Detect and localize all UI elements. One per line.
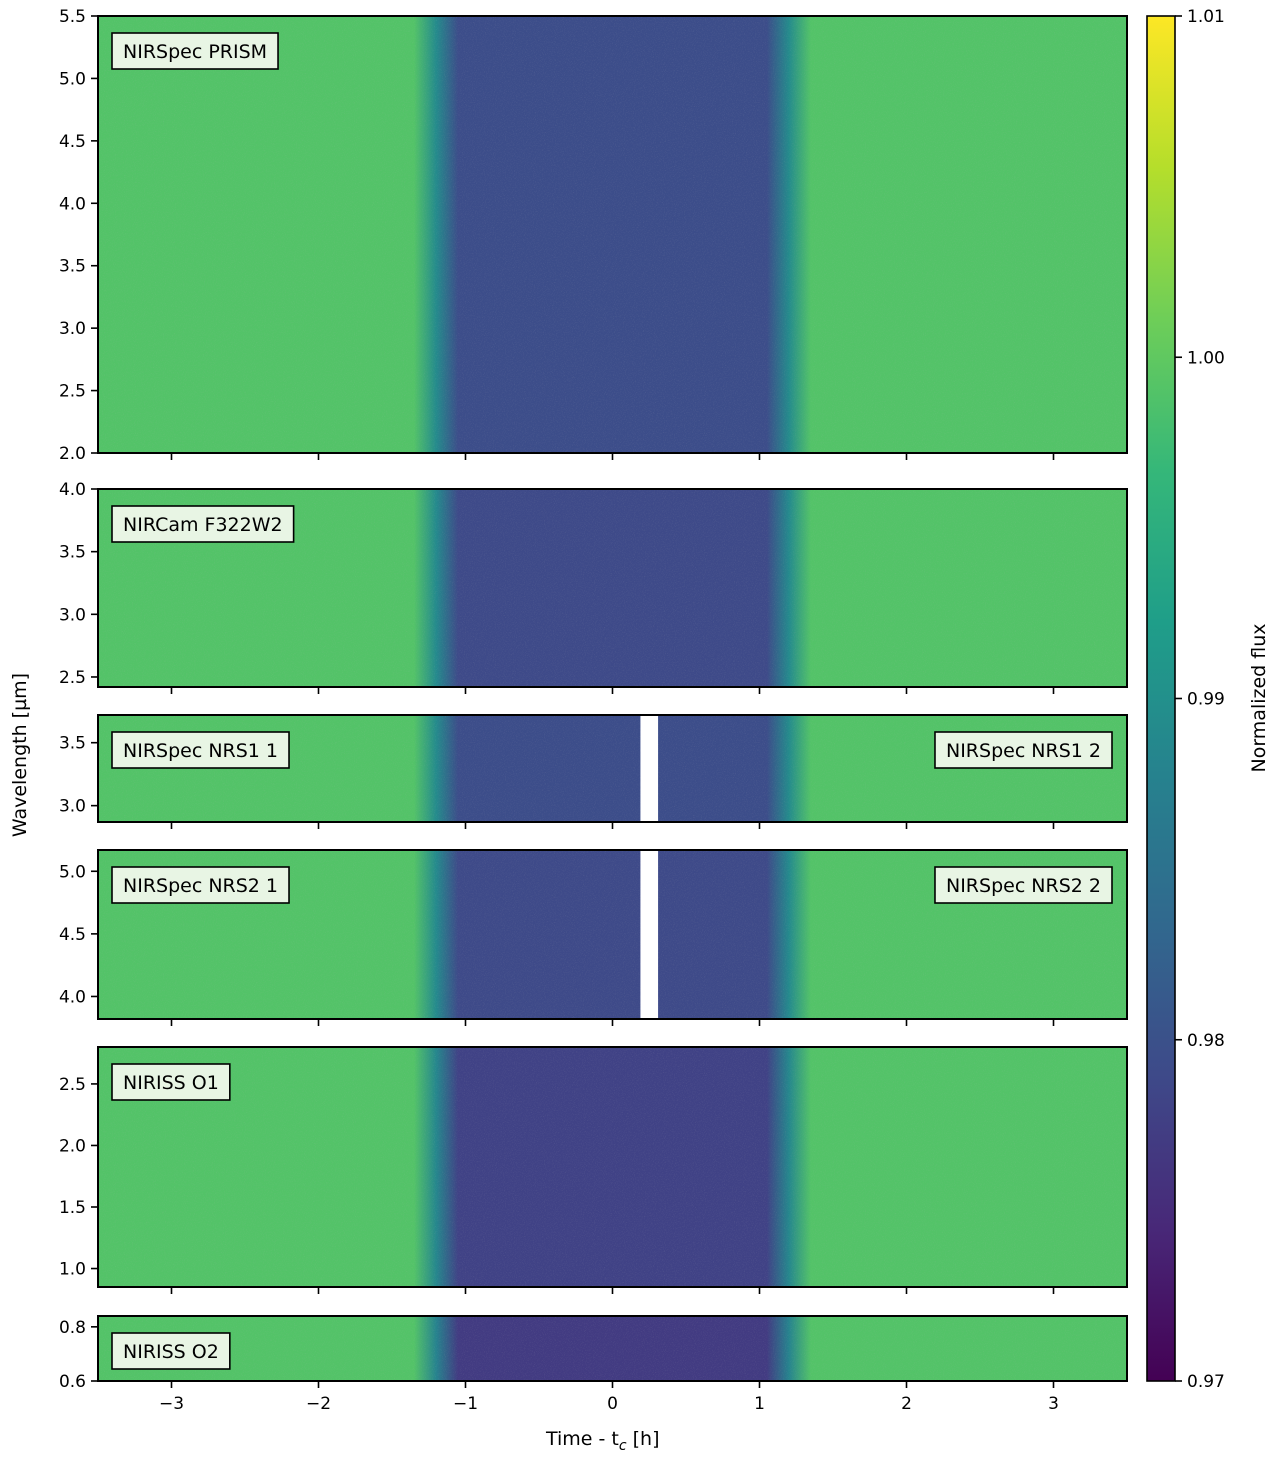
panel-label-text: NIRSpec NRS2 1: [123, 875, 278, 897]
panel-label: NIRSpec PRISM: [111, 32, 279, 70]
y-tick-label: 2.0: [59, 1136, 86, 1156]
colorbar-bar: [1146, 15, 1176, 1382]
y-tick-label: 0.6: [59, 1372, 86, 1392]
colorbar-tick-label: 1.01: [1187, 7, 1225, 27]
panels: 2.0 2.5 3.0 3.5 4.0 4.5 5.0 5.5 NIRSpec PRISM 2.5…: [59, 7, 1128, 1414]
y-tick-label: 4.0: [59, 194, 86, 214]
panel-label-right-text: NIRSpec NRS1 2: [946, 740, 1101, 762]
panel-label: NIRCam F322W2: [111, 505, 295, 543]
panel-label-text: NIRISS O2: [123, 1341, 219, 1363]
panel-label: NIRISS O1: [111, 1063, 231, 1101]
data-gap: [640, 715, 659, 822]
panel-label-box: [111, 32, 279, 70]
y-tick-label: 2.0: [59, 444, 86, 464]
x-tick-label: −3: [159, 1394, 184, 1414]
colorbar-label: Normalized flux: [1248, 623, 1270, 773]
panel-label-right-box: [934, 866, 1113, 904]
colorbar-tick-label: 0.99: [1187, 690, 1225, 710]
panel-label-text: NIRSpec NRS1 1: [123, 740, 278, 762]
y-tick-label: 4.5: [59, 132, 86, 152]
panel-3: 3.0 3.5 NIRSpec NRS1 1 NIRSpec NRS1 2: [59, 714, 1128, 829]
panel-label: NIRSpec NRS2 1: [111, 866, 290, 904]
colorbar-tick-label: 0.98: [1187, 1031, 1225, 1051]
colorbar: 1.01 1.00 0.99 0.98 0.97: [1146, 7, 1225, 1392]
panel-label-box: [111, 866, 290, 904]
y-tick-label: 1.5: [59, 1198, 86, 1218]
y-tick-label: 3.0: [59, 605, 86, 625]
panel-label-text: NIRSpec PRISM: [123, 41, 267, 63]
panel-label-right-box: [934, 731, 1113, 769]
panel-label: NIRSpec NRS1 1: [111, 731, 290, 769]
y-tick-label: 0.8: [59, 1318, 86, 1338]
heatmap-noise: [98, 1047, 1127, 1287]
panel-label-right: NIRSpec NRS1 2: [934, 731, 1113, 769]
panel-5: 1.0 1.5 2.0 2.5 NIRISS O1: [59, 1046, 1128, 1294]
x-axis-label: Time - tc [h]: [546, 1428, 660, 1454]
panel-label: NIRISS O2: [111, 1332, 231, 1370]
panel-label-box: [111, 1063, 231, 1101]
y-tick-label: 3.5: [59, 543, 86, 563]
y-tick-label: 5.0: [59, 69, 86, 89]
x-tick-label: 2: [901, 1394, 912, 1414]
panel-6: 0.6 0.8 −3 −2 −1 0 1 2 3 NIRISS O2: [59, 1315, 1128, 1414]
y-tick-label: 2.5: [59, 1075, 86, 1095]
y-tick-label: 5.0: [59, 862, 86, 882]
x-tick-label: 0: [607, 1394, 618, 1414]
colorbar-tick-label: 0.97: [1187, 1372, 1225, 1392]
y-tick-label: 3.0: [59, 319, 86, 339]
panel-4: 4.0 4.5 5.0 NIRSpec NRS2 1 NIRSpec NRS2 2: [59, 849, 1128, 1026]
panel-label-right: NIRSpec NRS2 2: [934, 866, 1113, 904]
heatmap-noise: [98, 16, 1127, 453]
x-tick-label: 3: [1048, 1394, 1059, 1414]
y-tick-label: 4.0: [59, 987, 86, 1007]
data-gap: [640, 850, 659, 1019]
y-tick-label: 1.0: [59, 1260, 86, 1280]
y-tick-label: 4.0: [59, 480, 86, 500]
panel-label-right-text: NIRSpec NRS2 2: [946, 875, 1101, 897]
panel-label-box: [111, 1332, 231, 1370]
panel-2: 2.5 3.0 3.5 4.0 NIRCam F322W2: [59, 480, 1128, 694]
x-tick-label: 1: [754, 1394, 765, 1414]
heatmap-noise: [98, 1316, 1127, 1381]
colorbar-tick-label: 1.00: [1187, 348, 1225, 368]
x-tick-label: −2: [306, 1394, 331, 1414]
y-tick-label: 2.5: [59, 668, 86, 688]
y-tick-label: 3.0: [59, 797, 86, 817]
panel-label-text: NIRISS O1: [123, 1072, 219, 1094]
y-axis-label: Wavelength [µm]: [9, 672, 31, 838]
y-tick-label: 4.5: [59, 925, 86, 945]
y-tick-label: 3.5: [59, 257, 86, 277]
y-tick-label: 5.5: [59, 7, 86, 27]
panel-1: 2.0 2.5 3.0 3.5 4.0 4.5 5.0 5.5 NIRSpec PRISM: [59, 7, 1128, 464]
y-tick-label: 2.5: [59, 382, 86, 402]
panel-label-text: NIRCam F322W2: [123, 514, 283, 536]
x-tick-label: −1: [453, 1394, 478, 1414]
y-tick-label: 3.5: [59, 734, 86, 754]
panel-label-box: [111, 505, 295, 543]
panel-label-box: [111, 731, 290, 769]
